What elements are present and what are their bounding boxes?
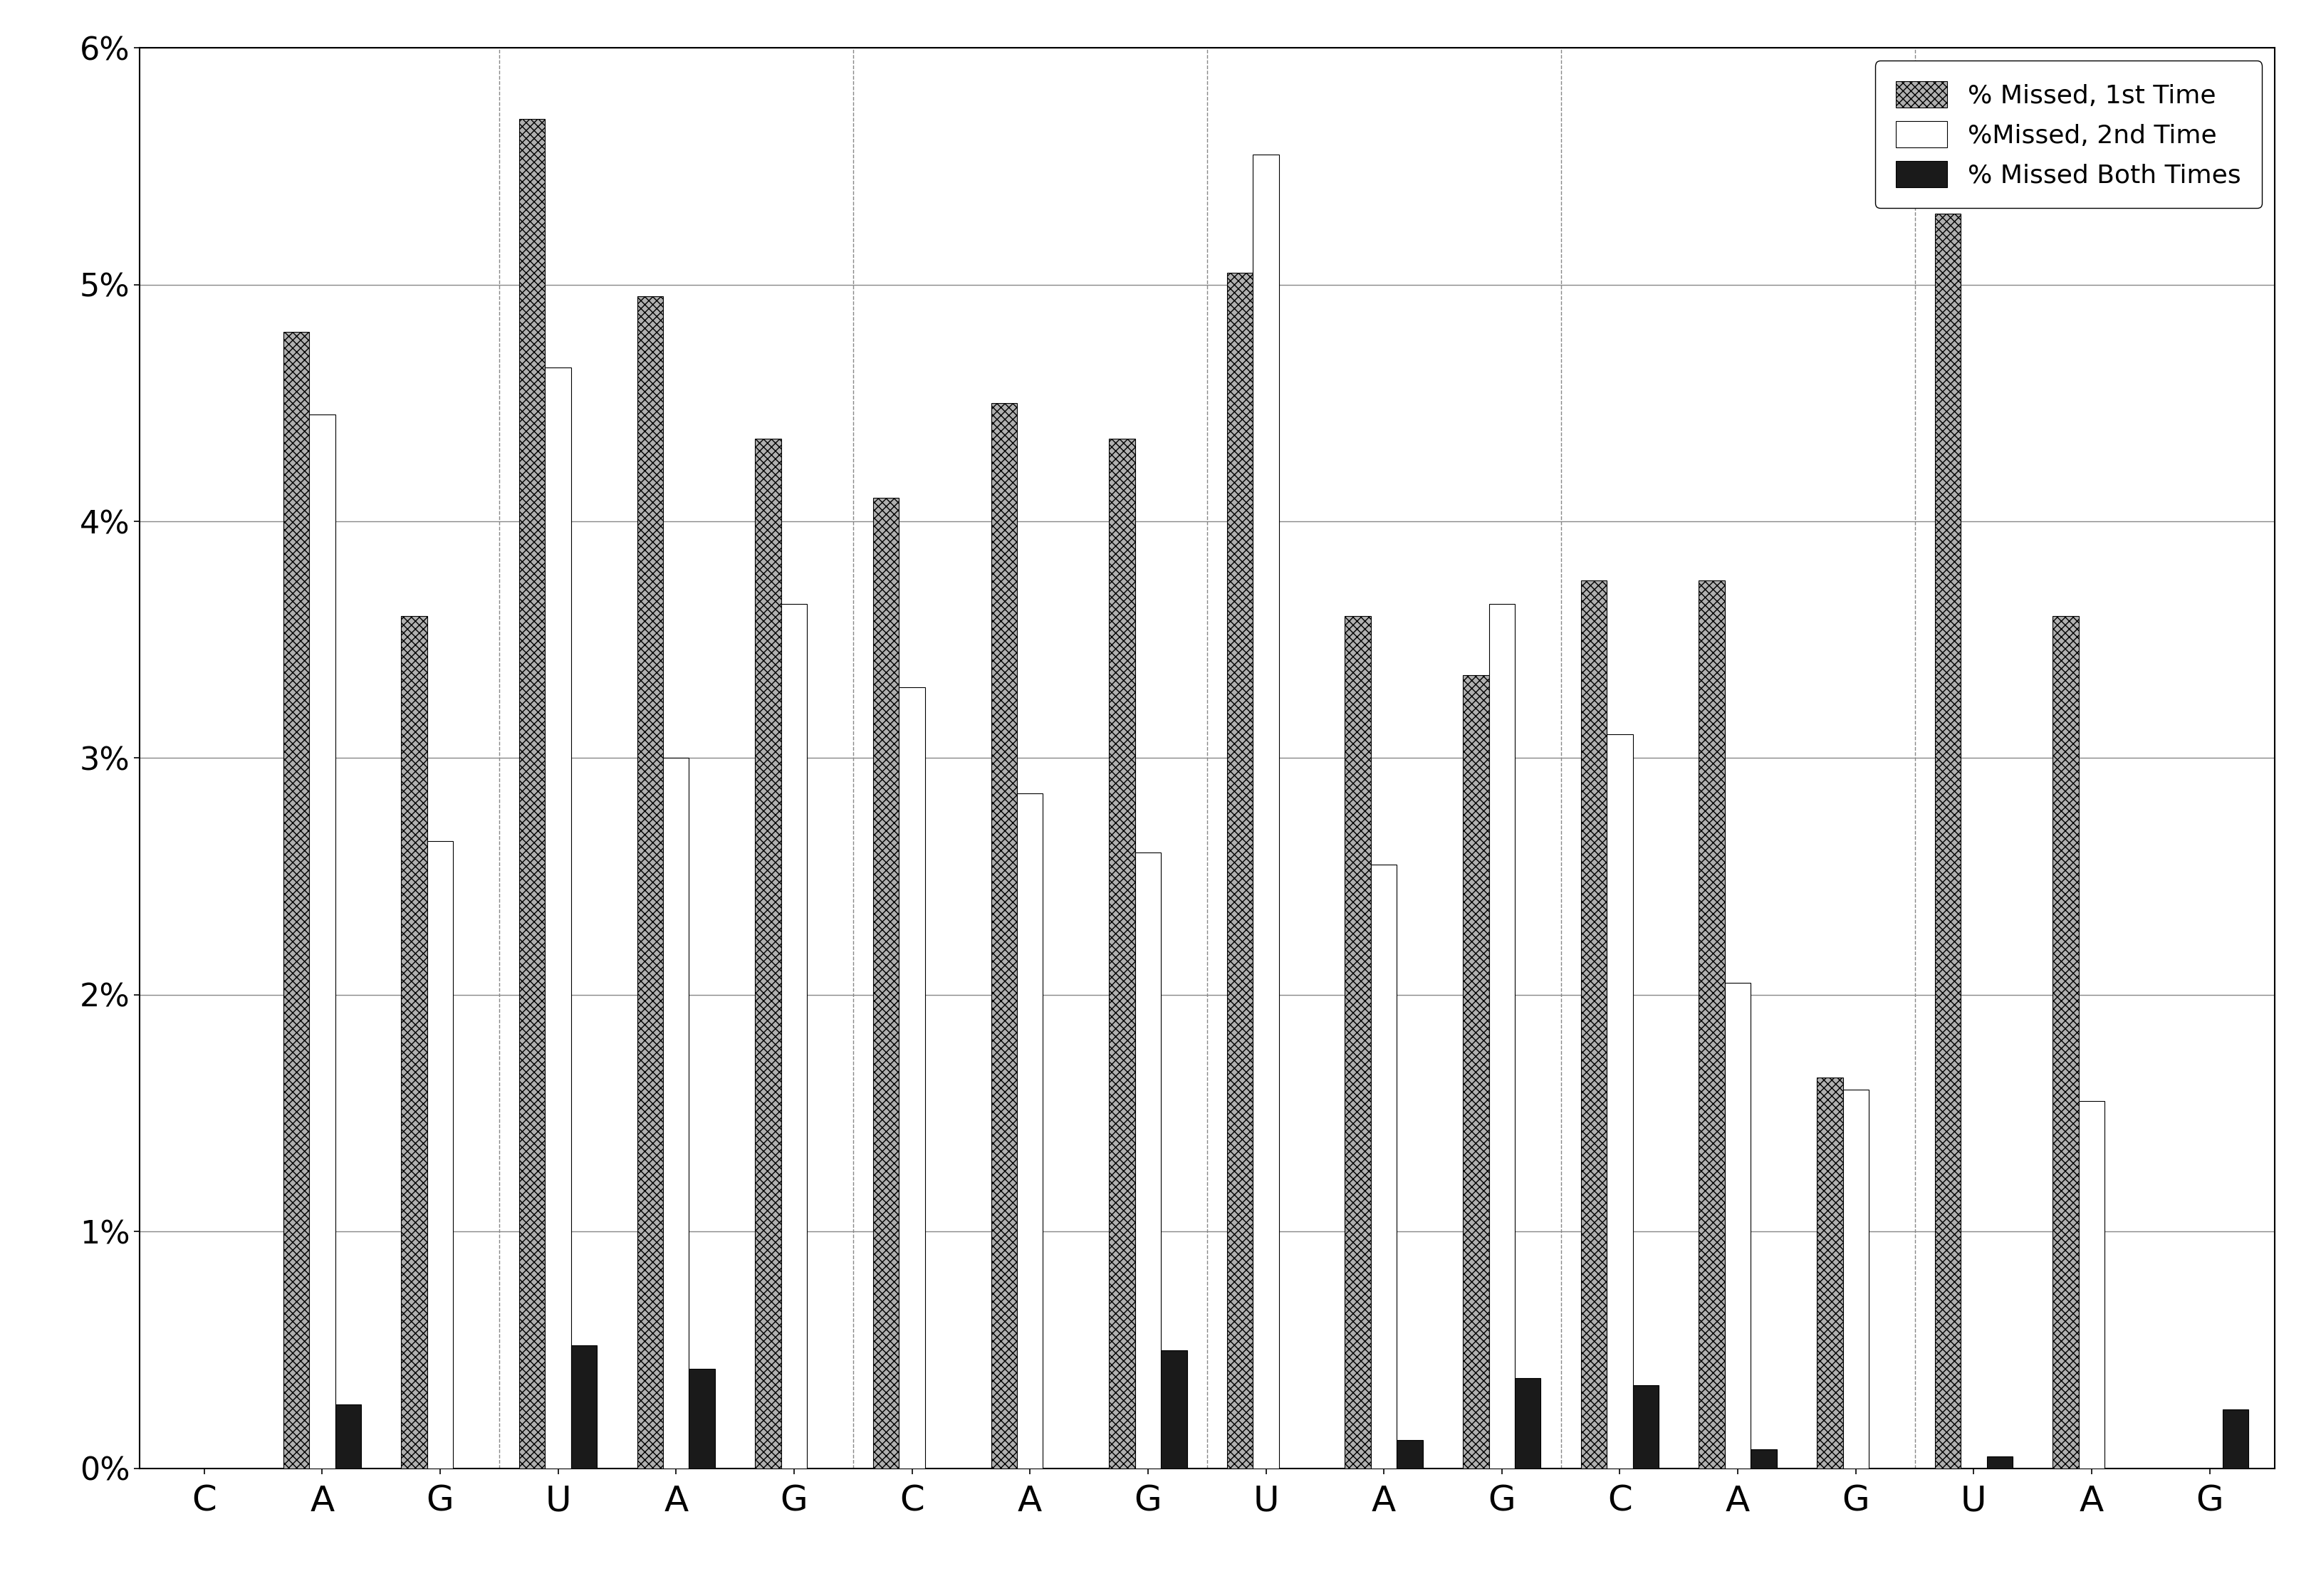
Bar bbox=[1462, 675, 1488, 1468]
Bar bbox=[2080, 1101, 2105, 1468]
Bar bbox=[1344, 616, 1372, 1468]
Bar bbox=[334, 1404, 362, 1468]
Bar bbox=[1253, 155, 1279, 1468]
Bar bbox=[1843, 1090, 1868, 1468]
Bar bbox=[1699, 581, 1725, 1468]
Bar bbox=[754, 439, 782, 1468]
Bar bbox=[1581, 581, 1606, 1468]
Bar bbox=[689, 1369, 715, 1468]
Bar bbox=[782, 605, 808, 1468]
Bar bbox=[1632, 1385, 1660, 1468]
Bar bbox=[1817, 1077, 1843, 1468]
Bar bbox=[2224, 1409, 2249, 1468]
Bar bbox=[2052, 616, 2080, 1468]
Bar bbox=[1109, 439, 1135, 1468]
Bar bbox=[664, 758, 689, 1468]
Bar bbox=[283, 332, 309, 1468]
Bar bbox=[1987, 1457, 2012, 1468]
Bar bbox=[1936, 214, 1961, 1468]
Bar bbox=[1017, 793, 1042, 1468]
Bar bbox=[1135, 852, 1160, 1468]
Bar bbox=[1725, 983, 1750, 1468]
Bar bbox=[636, 297, 664, 1468]
Bar bbox=[1372, 865, 1397, 1468]
Bar bbox=[545, 367, 571, 1468]
Bar bbox=[991, 404, 1017, 1468]
Bar bbox=[873, 498, 898, 1468]
Bar bbox=[1228, 273, 1253, 1468]
Bar bbox=[1750, 1449, 1778, 1468]
Bar bbox=[1606, 734, 1632, 1468]
Bar bbox=[1160, 1350, 1186, 1468]
Bar bbox=[898, 686, 926, 1468]
Bar bbox=[1397, 1440, 1423, 1468]
Bar bbox=[427, 841, 453, 1468]
Bar bbox=[1488, 605, 1516, 1468]
Bar bbox=[520, 120, 545, 1468]
Bar bbox=[402, 616, 427, 1468]
Bar bbox=[571, 1345, 596, 1468]
Bar bbox=[309, 415, 334, 1468]
Bar bbox=[1516, 1379, 1541, 1468]
Legend: % Missed, 1st Time, %Missed, 2nd Time, % Missed Both Times: % Missed, 1st Time, %Missed, 2nd Time, %… bbox=[1875, 61, 2261, 207]
